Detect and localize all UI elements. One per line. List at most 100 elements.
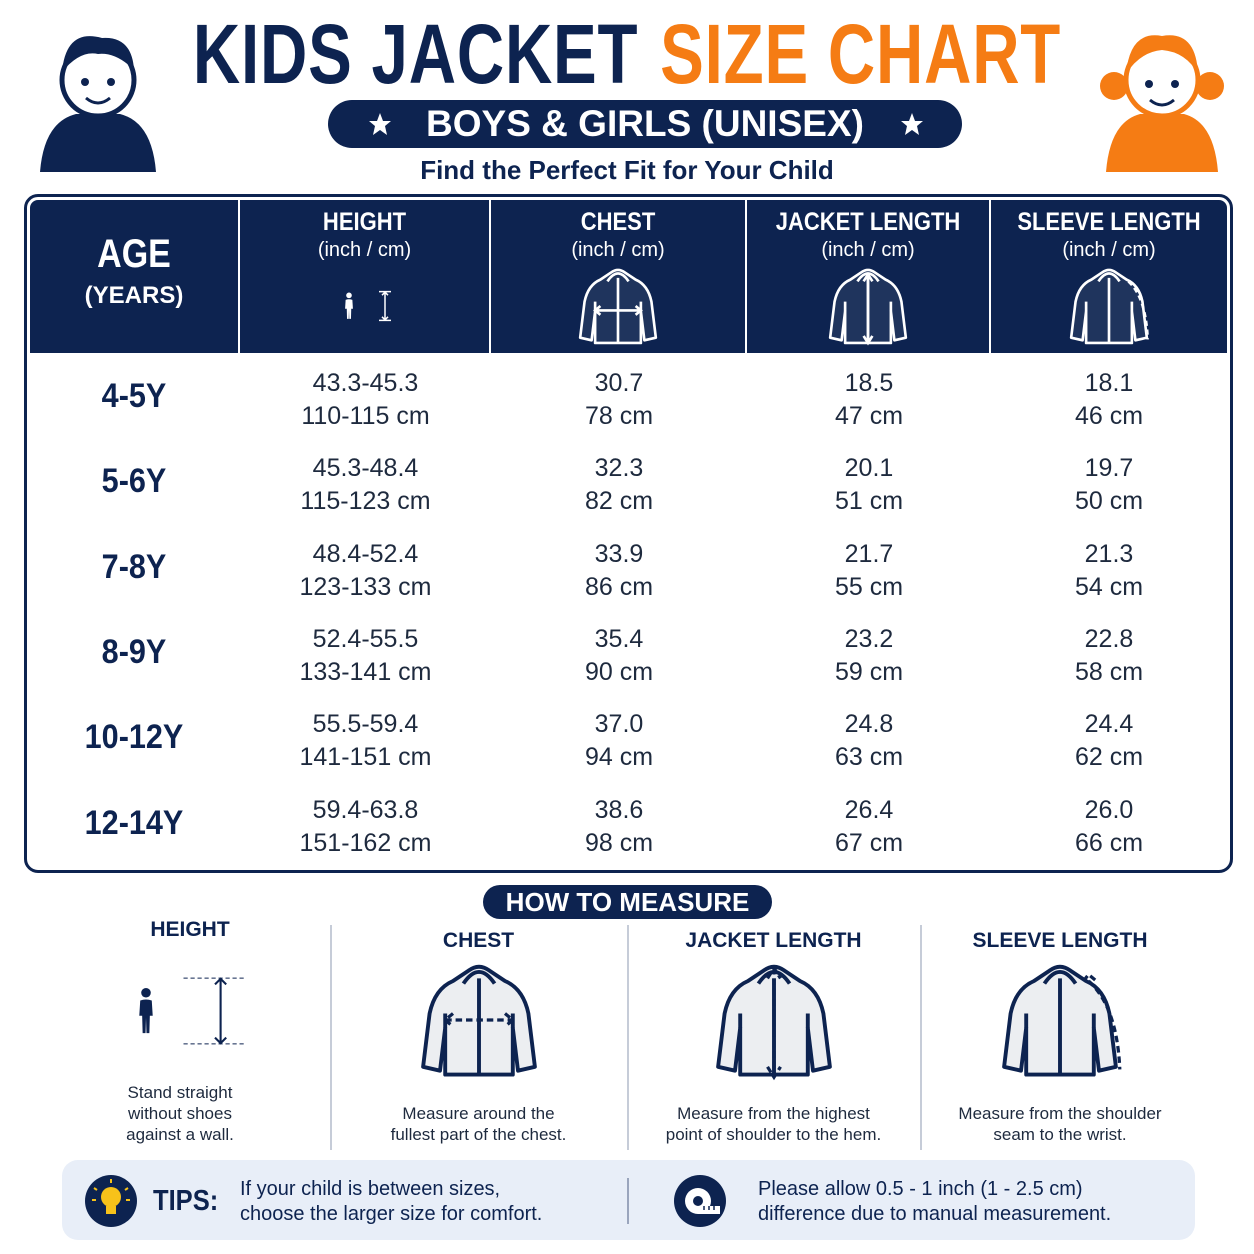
cm-value: 47 cm xyxy=(834,402,904,430)
height-icon xyxy=(344,292,353,319)
measure-text: against a wall. xyxy=(126,1125,234,1144)
inch-value: 38.6 xyxy=(594,795,644,824)
column-unit: (YEARS) xyxy=(84,282,184,309)
cm-value: 66 cm xyxy=(1074,828,1144,857)
cm-value: 110-115 cm xyxy=(301,402,430,430)
column-title: CHEST xyxy=(580,208,656,236)
column-unit: (inch / cm) xyxy=(571,239,665,261)
table-frame xyxy=(24,194,1233,873)
cm-value: 50 cm xyxy=(1074,487,1144,516)
inch-value: 30.7 xyxy=(594,369,644,397)
inch-value: 26.4 xyxy=(844,795,894,824)
height-figure xyxy=(139,987,153,1034)
jacket-figure xyxy=(420,964,537,1077)
cm-value: 123-133 cm xyxy=(299,572,432,601)
inch-value: 59.4-63.8 xyxy=(312,795,419,824)
age-cell: 12-14Y xyxy=(84,803,184,842)
cm-value: 151-162 cm xyxy=(299,828,432,857)
cm-value: 86 cm xyxy=(584,572,654,601)
cm-value: 78 cm xyxy=(584,402,654,430)
inch-value: 32.3 xyxy=(594,454,644,483)
height-guide xyxy=(183,977,247,1045)
cm-value: 133-141 cm xyxy=(299,657,432,686)
column-divider xyxy=(238,200,240,867)
jacket-icon xyxy=(578,268,658,345)
column-divider xyxy=(489,200,491,867)
bulb-icon xyxy=(85,1175,137,1227)
measure-label: CHEST xyxy=(442,929,515,952)
column-title: JACKET LENGTH xyxy=(775,208,961,236)
boy-icon xyxy=(40,36,156,172)
age-cell: 4-5Y xyxy=(101,377,167,415)
age-cell: 10-12Y xyxy=(84,718,184,757)
title-main: KIDS JACKET xyxy=(192,7,639,101)
title-accent: SIZE CHART xyxy=(660,7,1062,101)
age-cell: 7-8Y xyxy=(101,547,167,586)
tips-note: Please allow 0.5 - 1 inch (1 - 2.5 cm) xyxy=(758,1178,1083,1200)
cm-value: 82 cm xyxy=(584,487,654,516)
measure-label: HEIGHT xyxy=(150,918,230,941)
tips-text: If your child is between sizes, xyxy=(240,1178,501,1200)
banner xyxy=(328,100,962,148)
jacket-figure xyxy=(715,964,832,1081)
tips-text: choose the larger size for comfort. xyxy=(240,1203,543,1225)
inch-value: 22.8 xyxy=(1084,624,1134,653)
girl-icon xyxy=(1100,35,1224,172)
inch-value: 20.1 xyxy=(844,454,894,483)
column-divider xyxy=(989,200,991,867)
cm-value: 59 cm xyxy=(834,657,904,686)
cm-value: 58 cm xyxy=(1074,657,1144,686)
cm-value: 46 cm xyxy=(1074,402,1144,430)
inch-value: 18.5 xyxy=(844,369,894,397)
cm-value: 55 cm xyxy=(834,572,904,601)
star xyxy=(369,113,391,135)
title: KIDS JACKET SIZE CHART xyxy=(138,6,1116,103)
cm-value: 141-151 cm xyxy=(299,743,432,772)
cm-value: 98 cm xyxy=(584,828,654,857)
inch-value: 37.0 xyxy=(594,710,644,739)
column-title: SLEEVE LENGTH xyxy=(1017,208,1201,236)
measure-label: JACKET LENGTH xyxy=(685,929,862,952)
cm-value: 51 cm xyxy=(834,487,904,516)
tips-note: difference due to manual measurement. xyxy=(758,1203,1112,1225)
jacket-icon xyxy=(1069,268,1150,345)
section-pill xyxy=(483,885,772,919)
column-unit: (inch / cm) xyxy=(317,239,412,261)
divider xyxy=(627,1178,629,1224)
inch-value: 18.1 xyxy=(1084,369,1134,397)
inch-value: 19.7 xyxy=(1084,454,1134,483)
measure-text: Stand straight xyxy=(127,1083,233,1102)
cm-value: 54 cm xyxy=(1074,572,1144,601)
measure-divider xyxy=(330,925,332,1150)
inch-value: 45.3-48.4 xyxy=(312,454,419,483)
measure-text: fullest part of the chest. xyxy=(390,1125,567,1144)
cm-value: 63 cm xyxy=(834,743,904,772)
cm-value: 94 cm xyxy=(584,743,654,772)
measure-text: Measure from the shoulder xyxy=(958,1104,1162,1123)
inch-value: 52.4-55.5 xyxy=(312,624,419,653)
inch-value: 48.4-52.4 xyxy=(312,539,419,568)
column-title: AGE xyxy=(97,232,171,276)
cm-value: 115-123 cm xyxy=(300,487,431,516)
column-unit: (inch / cm) xyxy=(821,239,915,261)
measure-text: Measure from the highest xyxy=(677,1104,870,1123)
inch-value: 24.8 xyxy=(844,710,894,739)
cm-value: 67 cm xyxy=(834,828,904,857)
age-cell: 8-9Y xyxy=(101,632,167,671)
jacket-icon xyxy=(828,268,908,346)
inch-value: 23.2 xyxy=(844,624,894,653)
tips-label: TIPS: xyxy=(153,1185,219,1217)
age-cell: 5-6Y xyxy=(101,462,167,501)
measure-label: SLEEVE LENGTH xyxy=(972,929,1148,952)
cm-value: 90 cm xyxy=(584,657,654,686)
measure-text: point of shoulder to the hem. xyxy=(665,1125,882,1144)
inch-value: 21.3 xyxy=(1084,539,1134,568)
measure-text: without shoes xyxy=(128,1104,232,1123)
tape-icon xyxy=(674,1175,726,1227)
column-divider xyxy=(745,200,747,867)
inch-value: 24.4 xyxy=(1084,710,1134,739)
subtitle: Find the Perfect Fit for Your Child xyxy=(420,155,834,185)
cm-value: 62 cm xyxy=(1074,743,1144,772)
column-unit: (inch / cm) xyxy=(1062,239,1156,261)
